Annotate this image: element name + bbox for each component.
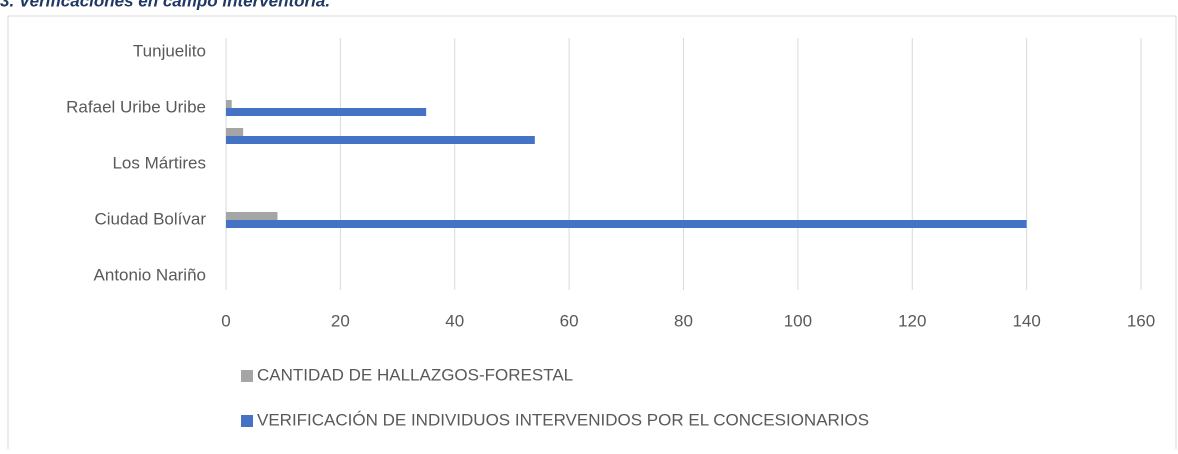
x-tick-label: 40 (445, 311, 464, 330)
y-tick-label: Rafael Uribe Uribe (66, 97, 206, 116)
y-tick-label: Antonio Nariño (94, 265, 206, 284)
x-tick-label: 120 (898, 311, 926, 330)
x-tick-label: 140 (1012, 311, 1040, 330)
legend-swatch (241, 415, 253, 427)
x-tick-label: 0 (221, 311, 230, 330)
legend-label: CANTIDAD DE HALLAZGOS-FORESTAL (257, 365, 573, 384)
y-tick-label: Tunjuelito (133, 41, 206, 60)
x-tick-label: 100 (784, 311, 812, 330)
bar (226, 136, 535, 144)
chart-frame (7, 15, 1177, 454)
bar (226, 128, 244, 136)
legend-label: VERIFICACIÓN DE INDIVIDUOS INTERVENIDOS … (257, 410, 869, 429)
bar (226, 100, 232, 108)
x-tick-label: 60 (560, 311, 579, 330)
bar (226, 212, 278, 220)
legend-swatch (241, 370, 253, 382)
bar (226, 108, 427, 116)
y-tick-label: Ciudad Bolívar (94, 209, 206, 228)
x-tick-label: 20 (331, 311, 350, 330)
x-tick-label: 160 (1127, 311, 1155, 330)
chart-title: 3. Verificaciones en campo interventoría… (0, 0, 330, 10)
bar (226, 220, 1027, 228)
y-tick-label: Los Mártires (112, 153, 206, 172)
x-tick-label: 80 (674, 311, 693, 330)
